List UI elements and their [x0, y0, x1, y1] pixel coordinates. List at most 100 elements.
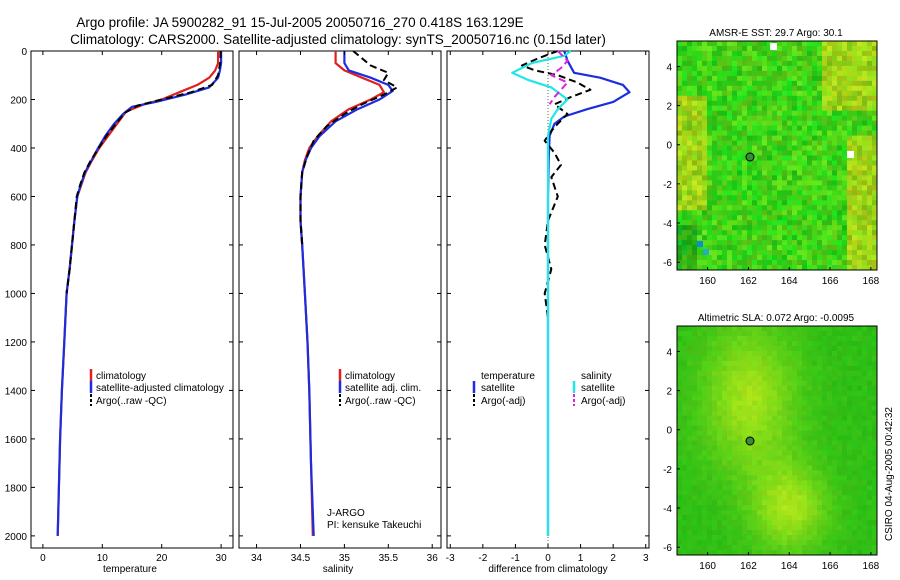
sla-map-cell: [742, 550, 748, 556]
sst-map-cell: [742, 200, 748, 206]
sst-map-cell: [762, 165, 768, 171]
sst-map-cell: [722, 45, 728, 52]
sla-map-cell: [827, 380, 833, 387]
sla-map-cell: [772, 326, 778, 332]
sla-map-cell: [792, 540, 798, 546]
sla-map-cell: [762, 460, 768, 466]
sst-map-cell: [727, 180, 733, 186]
sla-map-cell: [817, 550, 823, 556]
sst-map-cell: [677, 200, 683, 206]
sst-map-cell: [692, 190, 698, 196]
sla-map-cell: [782, 445, 788, 451]
sla-map-cell: [737, 550, 743, 556]
sla-map-cell: [687, 505, 693, 511]
sst-map-cell: [842, 165, 848, 171]
sla-map-cell: [817, 435, 823, 441]
temperature-y-tick-label: 400: [10, 144, 27, 155]
sst-map-cell: [792, 100, 798, 107]
sst-map-cell: [767, 250, 773, 256]
sla-map-cell: [857, 420, 863, 426]
sla-map-cell: [807, 460, 813, 466]
sst-map-cell: [702, 240, 708, 246]
sst-map-cell: [812, 250, 818, 256]
sla-map-cell: [797, 370, 803, 377]
sla-map-cell: [732, 350, 738, 357]
sst-map-cell: [852, 70, 858, 77]
sla-map-cell: [752, 510, 758, 516]
sla-map-cell: [737, 425, 743, 431]
sst-map-cell: [762, 125, 768, 132]
sla-map-cell: [707, 550, 713, 556]
sla-map-cell: [717, 455, 723, 461]
sst-map-cell: [817, 260, 823, 266]
sla-map-cell: [822, 505, 828, 511]
sla-map-cell: [857, 365, 863, 372]
sla-map-cell: [702, 510, 708, 516]
sst-map-cell: [732, 120, 738, 127]
sla-map-cell: [777, 525, 783, 531]
sst-map-cell: [677, 55, 683, 62]
sst-map-cell: [692, 260, 698, 266]
sla-map-cell: [762, 326, 768, 332]
sst-map-cell: [852, 225, 858, 231]
sla-map-cell: [737, 495, 743, 501]
sst-map-cell: [862, 260, 868, 266]
sla-map-cell: [762, 475, 768, 481]
difference-series-salinity-satellite: [511, 50, 572, 536]
sla-map-cell: [752, 485, 758, 491]
sla-map-cell: [832, 480, 838, 486]
sla-map-cell: [807, 510, 813, 516]
sst-map-cell: [817, 215, 823, 221]
sst-map-cell: [792, 165, 798, 171]
sla-map-cell: [847, 340, 853, 347]
sla-map-cell: [722, 340, 728, 347]
sst-map-cell: [787, 80, 793, 87]
sla-map-cell: [707, 515, 713, 521]
sst-map-cell: [792, 150, 798, 156]
sla-map-cell: [842, 415, 848, 421]
sst-map-cell: [737, 245, 743, 251]
sla-map-cell: [857, 440, 863, 446]
sla-map-cell: [867, 365, 873, 372]
sst-map-cell: [682, 220, 688, 226]
sla-map-cell: [792, 460, 798, 466]
sla-map-cell: [817, 520, 823, 526]
sla-map-cell: [812, 390, 818, 397]
sla-map-cell: [847, 450, 853, 456]
sla-map-cell: [757, 385, 763, 392]
sst-map-cell: [697, 155, 703, 161]
sst-map-cell: [802, 230, 808, 236]
sst-map-cell: [727, 155, 733, 161]
sst-map-cell: [792, 50, 798, 57]
sst-map-cell: [822, 140, 828, 146]
sst-map-cell: [707, 55, 713, 62]
sla-map-cell: [777, 420, 783, 426]
sla-map-cell: [727, 530, 733, 536]
sst-map-cell: [717, 85, 723, 92]
sst-map-cell: [752, 215, 758, 221]
sst-map-cell: [827, 41, 833, 47]
sst-map-cell: [847, 195, 853, 201]
sst-map-cell: [787, 75, 793, 82]
sst-map-cell: [792, 250, 798, 256]
sla-map-cell: [807, 385, 813, 392]
sla-map-cell: [862, 365, 868, 372]
sst-map-cell: [797, 41, 803, 47]
sst-map-cell: [732, 75, 738, 82]
sla-map-cell: [717, 510, 723, 516]
sla-map-cell: [807, 485, 813, 491]
sla-map-cell: [832, 375, 838, 382]
sla-map-cell: [777, 495, 783, 501]
sst-map-cell: [737, 170, 743, 176]
sst-map-cell: [767, 155, 773, 161]
sla-map-cell: [787, 355, 793, 362]
sla-map-cell: [772, 460, 778, 466]
sst-map-cell: [837, 185, 843, 191]
sla-map-cell: [757, 530, 763, 536]
sla-map-cell: [727, 505, 733, 511]
sst-map-cell: [847, 230, 853, 236]
sla-map-cell: [732, 410, 738, 417]
sla-map-cell: [777, 350, 783, 357]
sst-map-cell: [702, 230, 708, 236]
sla-map-cell: [802, 420, 808, 426]
